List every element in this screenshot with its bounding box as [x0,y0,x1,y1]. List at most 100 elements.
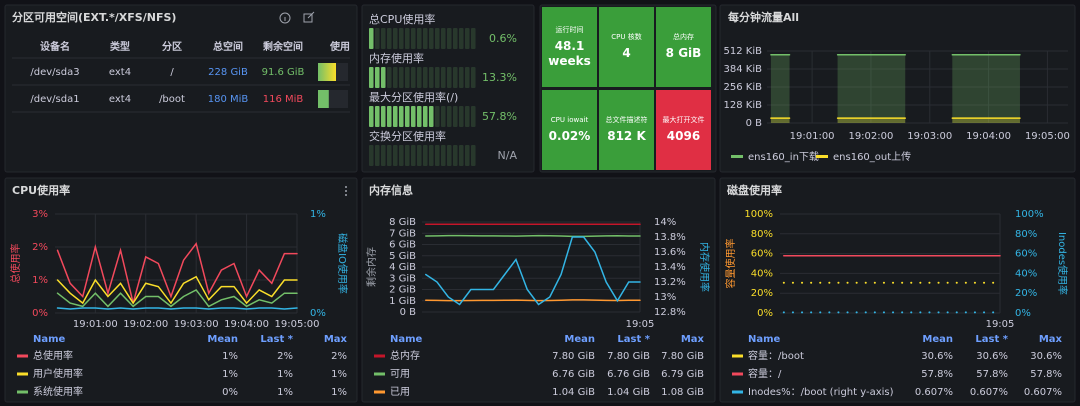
panel-title: CPU使用率 [12,183,70,197]
legend-swatch [17,354,28,358]
legend-header: Mean [922,334,953,345]
gauge-cell [447,28,452,49]
legend-label: 用户使用率 [33,367,83,380]
legend-value: 1% [331,369,347,380]
legend-value: 57.8% [1030,369,1062,380]
legend-label: 总内存 [390,349,420,362]
y2-axis-label: 磁盘IO使用率 [336,233,349,294]
stat-label: 总内存 [673,33,694,41]
gauge-cell [405,145,410,166]
table-cell: 180 MiB [208,94,249,105]
gauge-cell [429,67,434,88]
gauge-cell [393,28,398,49]
gauge-cell [435,106,440,127]
gauge-value: N/A [498,149,518,162]
y-tick-label: 1% [32,275,48,286]
y2-tick-label: 13.2% [654,277,686,288]
gauge-cell [387,67,392,88]
legend-label: 总使用率 [33,349,73,362]
area-fill [770,54,1020,123]
legend-header: Max [1039,334,1063,345]
menu-icon[interactable] [345,186,347,196]
legend-value: 1.04 GiB [607,387,650,398]
legend-label: 可用 [390,369,410,380]
legend-header: Name [390,334,423,345]
legend-value: 0.607% [1024,387,1062,398]
legend-label: 已用 [390,387,410,398]
gauge-cell [417,28,422,49]
y-tick-label: 8 GiB [389,217,416,228]
gauge-cell-lit [375,106,380,127]
panel-title: 每分钟流量All [728,10,799,24]
column-header: 总空间 [213,40,243,53]
panel [4,4,358,173]
gauge-cell [465,67,470,88]
gauge-cell [423,28,428,49]
stat-tile: 总文件描述符 812 K [599,90,654,170]
gauge-cell [429,28,434,49]
gauge-cell-lit [423,106,428,127]
legend-swatch [732,354,743,358]
legend-value: 6.76 GiB [607,369,650,380]
legend-label: ens160_in下载 [748,151,819,163]
gauge-cell-lit [381,67,386,88]
legend-header: Name [33,334,66,345]
gauge-cell [453,28,458,49]
gauge-cell-lit [369,28,374,49]
gauge-cell-lit [411,106,416,127]
gauge-bar [369,28,374,49]
area-fill [770,118,1020,123]
legend-header: Mean [564,334,595,345]
y-tick-label: 20% [751,288,773,299]
table-cell: /boot [159,94,185,105]
legend-label: 容量：/ [748,367,782,380]
x-tick-label: 19:05:00 [275,319,320,330]
table-cell: 116 MiB [263,94,304,105]
stat-label: CPU iowait [550,116,589,124]
table-cell: ext4 [109,67,131,78]
stat-value: 4 [622,46,631,60]
legend-header: Mean [207,334,238,345]
series-line [56,288,298,308]
legend-swatch [731,155,743,158]
legend-swatch [374,390,385,394]
x-tick-label: 19:01:00 [790,131,835,142]
stat-tile: 总内存 8 GiB [656,7,711,87]
link-icon[interactable] [303,11,315,23]
legend-value: 57.8% [921,369,953,380]
y-tick-label: 2% [32,242,48,253]
y-tick-label: 0 B [746,118,763,129]
legend-value: 0.607% [970,387,1008,398]
legend-value: 2% [331,351,347,362]
stat-tile: 运行时间 48.1 weeks [542,7,597,87]
gauge-value: 0.6% [489,32,517,45]
legend-value: 1.04 GiB [552,387,595,398]
legend-value: 1.08 GiB [661,387,704,398]
gauge-cell-lit [387,106,392,127]
gauge-bar [369,106,434,127]
info-icon[interactable] [279,12,291,24]
legend-value: 30.6% [976,351,1008,362]
series-line [425,236,641,306]
series-line [425,234,641,238]
gauge-cell-lit [405,106,410,127]
legend-value: 1% [331,387,347,398]
legend-value: 30.6% [1030,351,1062,362]
y2-tick-label: 20% [1015,288,1037,299]
stat-tile: CPU 核数 4 [599,7,654,87]
y-axis-label: 剩余内存 [365,247,378,287]
gauge-cell [471,145,476,166]
y2-tick-label: 13% [654,292,676,303]
gauge-label: 交换分区使用率 [369,129,446,143]
series-line [56,275,298,305]
column-header: 分区 [162,40,182,53]
gauge-cell [453,106,458,127]
gauge-cell [429,145,434,166]
x-tick-label: 19:05:00 [1025,131,1070,142]
y2-tick-label: 0% [1015,308,1031,319]
gauge-value: 13.3% [482,71,517,84]
y-tick-label: 0 B [400,307,417,318]
y2-tick-label: 13.6% [654,247,686,258]
legend-header: Last * [975,334,1008,345]
